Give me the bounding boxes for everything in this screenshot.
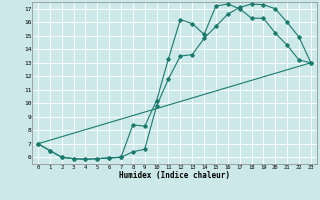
X-axis label: Humidex (Indice chaleur): Humidex (Indice chaleur) [119, 171, 230, 180]
